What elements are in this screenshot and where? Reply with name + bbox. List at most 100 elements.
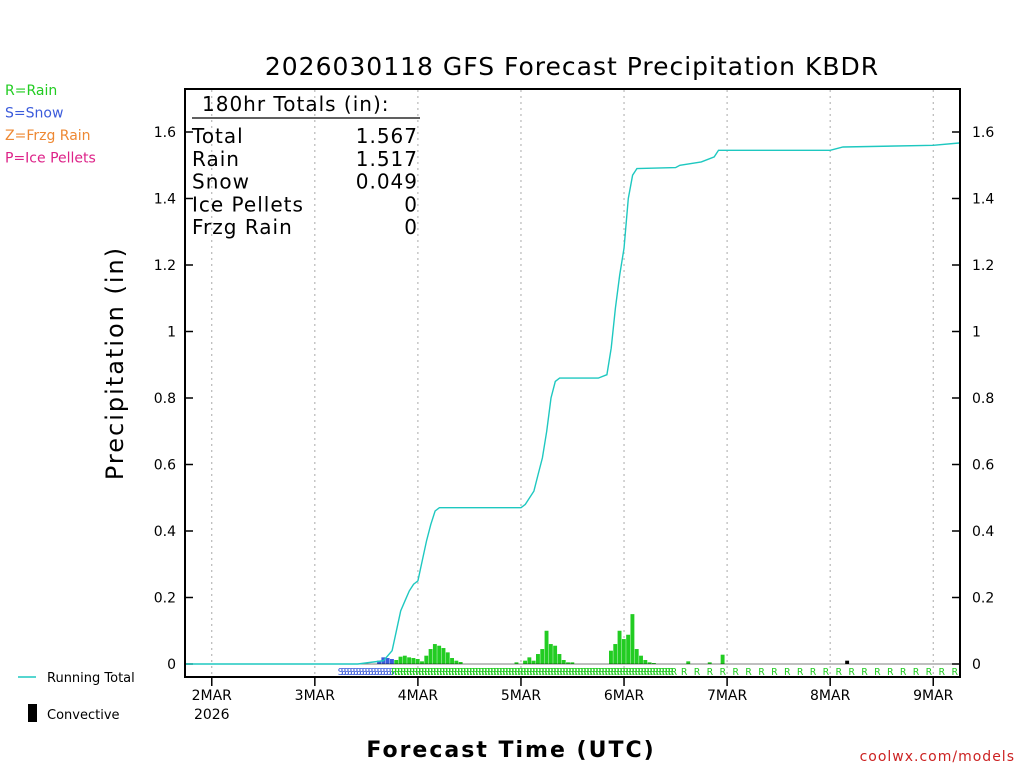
rain-mark: R [403,667,410,678]
rain-bar [570,662,575,664]
rain-mark: R [490,667,497,678]
totals-row-label: Total [191,124,244,148]
rain-mark: R [939,667,946,678]
x-tick-label: 7MAR [707,688,748,704]
y-tick-label-right: 1.6 [972,125,994,141]
rain-mark: R [644,667,651,678]
rain-mark: R [478,667,485,678]
snow-mark: S [365,667,371,678]
y-tick-label-left: 0.2 [154,591,176,607]
x-tick-label: 5MAR [501,688,542,704]
rain-mark: R [496,667,503,678]
rain-bar [621,639,626,664]
rain-mark: R [611,667,618,678]
rain-mark: R [433,667,440,678]
rain-bar [566,662,570,664]
rain-bar [544,630,549,664]
rain-mark: R [539,667,546,678]
rain-mark: R [475,667,482,678]
rain-mark: R [409,667,416,678]
y-tick-label-right: 1 [972,325,981,341]
rain-bar [634,649,639,664]
convective-bar [845,660,850,664]
snow-mark: S [341,667,347,678]
rain-mark: R [638,667,645,678]
rain-mark: R [454,667,461,678]
day-gridlines [211,90,934,676]
rain-mark: R [849,667,856,678]
rain-mark: R [810,667,817,678]
y-tick-label-left: 1.2 [154,258,176,274]
rain-mark: R [823,667,830,678]
rain-mark: R [439,667,446,678]
snow-mark: S [386,667,392,678]
rain-bar [394,660,399,664]
rain-mark: R [554,667,561,678]
rain-mark: R [545,667,552,678]
rain-bar [686,661,691,664]
rain-mark: R [733,667,740,678]
rain-mark: R [602,667,609,678]
ptype-legend-item: R=Rain [5,83,57,99]
rain-bar [428,649,433,664]
running-total-lines [186,142,960,665]
totals-row-label: Ice Pellets [192,192,304,216]
y-tick-label-left: 0.6 [154,458,176,474]
rain-bar [450,658,455,664]
rain-mark: R [391,667,398,678]
rain-mark: R [472,667,479,678]
rain-mark: R [720,667,727,678]
snow-bar [389,659,394,664]
y-tick-label-left: 1 [167,325,176,341]
rain-mark: R [527,667,534,678]
rain-mark: R [629,667,636,678]
rain-mark: R [900,667,907,678]
snow-bar [377,660,381,664]
rain-bar [454,660,459,664]
rain-mark: R [560,667,567,678]
rain-mark: R [608,667,615,678]
totals-row-value: 1.567 [356,124,418,148]
running-total-legend-label: Running Total [47,671,135,686]
rain-mark: R [617,667,624,678]
rain-bar [535,654,540,664]
rain-mark: R [530,667,537,678]
convective-legend-label: Convective [47,708,120,723]
y-axis-title: Precipitation (in) [101,246,129,480]
rain-mark: R [469,667,476,678]
y-tick-label-left: 0.8 [154,391,176,407]
rain-mark: R [623,667,630,678]
rain-mark: R [599,667,606,678]
rain-bar [441,648,446,664]
chart-title: 2026030118 GFS Forecast Precipitation KB… [265,52,879,81]
rain-mark: R [593,667,600,678]
rain-bar [643,660,648,664]
rain-mark: R [746,667,753,678]
rain-mark: R [587,667,594,678]
rain-mark: R [758,667,765,678]
rain-mark: R [569,667,576,678]
snow-mark: S [356,667,362,678]
rain-mark: R [614,667,621,678]
rain-mark: R [430,667,437,678]
rain-mark: R [397,667,404,678]
rain-mark: R [394,667,401,678]
totals-row-label: Snow [192,170,250,194]
snow-mark: S [347,667,353,678]
rain-mark: R [524,667,531,678]
rain-mark: R [626,667,633,678]
rain-mark: R [421,667,428,678]
rain-mark: R [515,667,522,678]
rain-bar [720,654,725,664]
rain-mark: R [771,667,778,678]
rain-bar [527,657,532,664]
rain-bar [437,645,442,664]
rain-mark: R [406,667,413,678]
rain-bar [561,660,566,664]
totals-row-value: 0 [404,192,418,216]
rain-mark: R [548,667,555,678]
rain-mark: R [418,667,425,678]
rain-bar [424,655,429,664]
rain-mark: R [466,667,473,678]
totals-row-label: Rain [192,147,240,171]
